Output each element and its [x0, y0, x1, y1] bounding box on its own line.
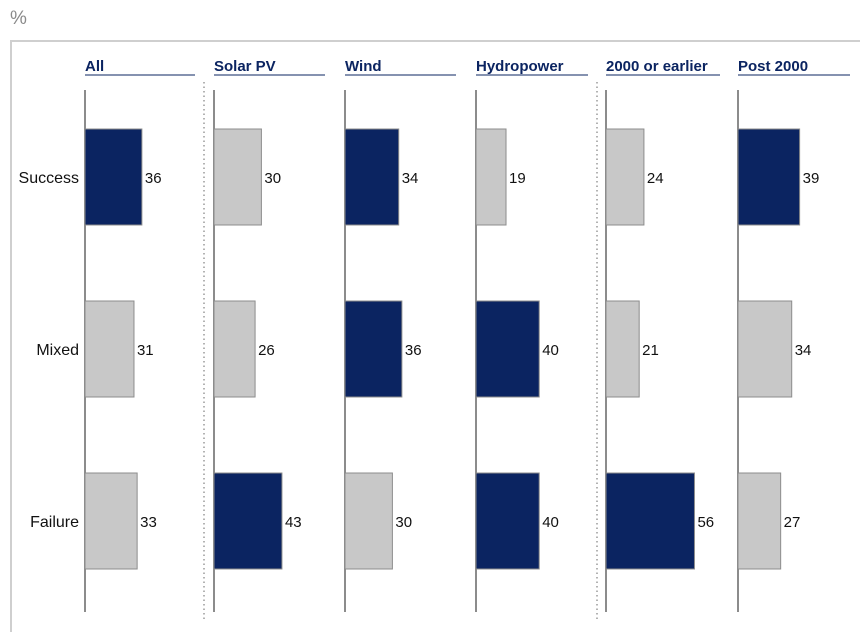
value-label: 21	[642, 342, 659, 359]
value-label: 30	[395, 514, 412, 531]
value-label: 40	[542, 514, 559, 531]
unit-label: %	[10, 8, 27, 29]
row-label-mixed: Mixed	[36, 342, 79, 359]
panel-title-all: All	[85, 58, 104, 75]
value-label: 26	[258, 342, 275, 359]
value-label: 36	[145, 170, 162, 187]
bar-all-mixed	[84, 300, 135, 398]
value-label: 34	[402, 170, 419, 187]
bar-2000-or-earlier-success	[605, 128, 645, 226]
panel-title-wind: Wind	[345, 58, 382, 75]
panel-title-post-2000: Post 2000	[738, 58, 808, 75]
bar-wind-mixed	[344, 300, 403, 398]
bar-wind-failure	[344, 472, 393, 570]
bar-solar-pv-mixed	[213, 300, 256, 398]
bar-hydropower-mixed	[475, 300, 540, 398]
value-label: 27	[784, 514, 801, 531]
panel-title-2000-or-earlier: 2000 or earlier	[606, 58, 708, 75]
panel-title-hydropower: Hydropower	[476, 58, 564, 75]
row-label-failure: Failure	[30, 514, 79, 531]
value-label: 39	[803, 170, 820, 187]
bar-post-2000-success	[737, 128, 801, 226]
value-label: 19	[509, 170, 526, 187]
value-label: 31	[137, 342, 154, 359]
bar-solar-pv-success	[213, 128, 262, 226]
bar-all-failure	[84, 472, 138, 570]
value-label: 30	[264, 170, 281, 187]
bar-2000-or-earlier-failure	[605, 472, 695, 570]
bar-2000-or-earlier-mixed	[605, 300, 640, 398]
value-label: 43	[285, 514, 302, 531]
bar-all-success	[84, 128, 143, 226]
bar-wind-success	[344, 128, 400, 226]
value-label: 36	[405, 342, 422, 359]
value-label: 40	[542, 342, 559, 359]
value-label: 34	[795, 342, 812, 359]
bar-hydropower-success	[475, 128, 507, 226]
chart-frame	[10, 40, 860, 632]
bar-post-2000-failure	[737, 472, 782, 570]
row-label-success: Success	[19, 170, 79, 187]
bar-hydropower-failure	[475, 472, 540, 570]
value-label: 33	[140, 514, 157, 531]
value-label: 56	[697, 514, 714, 531]
panel-title-solar-pv: Solar PV	[214, 58, 276, 75]
bar-solar-pv-failure	[213, 472, 283, 570]
bar-post-2000-mixed	[737, 300, 793, 398]
value-label: 24	[647, 170, 664, 187]
